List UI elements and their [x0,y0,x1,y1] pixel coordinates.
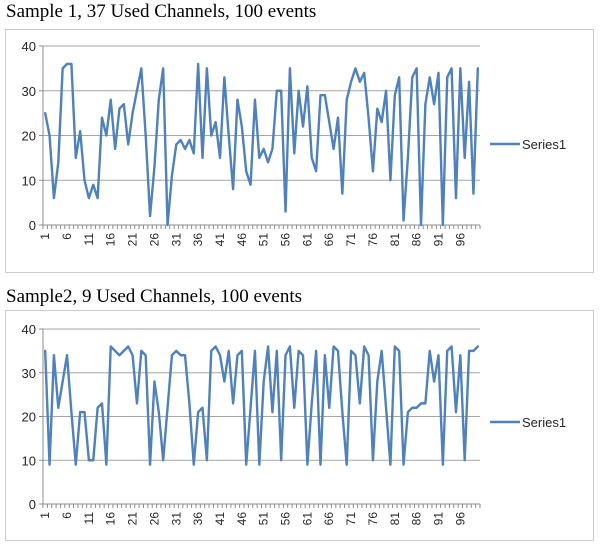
chart1-area[interactable]: 0 10 20 30 40 1 6 11 16 21 26 31 36 41 46 51 56 61 66 71 76 8… [5,29,594,273]
x-axis-label-41: 41 [213,233,227,247]
x-axis-label-26: 26 [147,233,161,247]
series-line-Series1 [43,345,480,466]
x-axis-label-11: 11 [82,512,96,525]
x-axis-label-76: 76 [366,233,380,247]
x-axis-label-71: 71 [344,512,358,526]
x-axis-label-16: 16 [104,233,118,247]
y-axis-label-40: 40 [22,322,36,337]
x-axis-label-51: 51 [257,512,271,526]
legend-label: Series1 [522,137,566,152]
x-axis-label-86: 86 [410,512,424,526]
y-axis-label-0: 0 [29,218,36,233]
x-axis-label-1: 1 [38,233,52,240]
x-axis-label-6: 6 [60,233,74,240]
y-axis-label-20: 20 [22,410,36,425]
x-axis-label-96: 96 [453,512,467,526]
x-axis-label-61: 61 [300,233,314,247]
y-axis-label-30: 30 [22,366,36,381]
x-axis-label-66: 66 [322,512,336,526]
x-axis-label-61: 61 [300,512,314,526]
y-axis-label-10: 10 [22,173,36,188]
x-axis-label-26: 26 [147,512,161,526]
x-axis-label-6: 6 [60,512,74,519]
x-axis-label-11: 11 [82,233,96,246]
x-axis-label-91: 91 [431,512,445,526]
y-axis-label-0: 0 [29,497,36,512]
x-axis-label-56: 56 [279,512,293,526]
x-axis-label-86: 86 [410,233,424,247]
x-axis-label-91: 91 [431,233,445,247]
x-axis-label-76: 76 [366,512,380,526]
chart2-area[interactable]: 0 10 20 30 40 1 6 11 16 21 26 31 36 41 46 51 56 61 66 71 76 8… [5,310,594,541]
x-axis-label-46: 46 [235,233,249,247]
x-axis-label-16: 16 [104,512,118,526]
chart1-title: Sample 1, 37 Used Channels, 100 events [6,1,317,22]
x-axis-label-21: 21 [126,512,140,526]
x-axis-label-56: 56 [279,233,293,247]
y-axis-label-10: 10 [22,453,36,468]
x-axis-label-31: 31 [169,512,183,526]
x-axis-label-1: 1 [38,512,52,519]
legend-label: Series1 [522,415,566,430]
x-axis-label-81: 81 [388,233,402,247]
x-axis-label-81: 81 [388,512,402,526]
x-axis-label-36: 36 [191,233,205,247]
x-axis-label-51: 51 [257,233,271,247]
y-axis-label-30: 30 [22,84,36,99]
x-axis-label-46: 46 [235,512,249,526]
y-axis-label-20: 20 [22,129,36,144]
x-axis-label-21: 21 [126,233,140,247]
x-axis-label-31: 31 [169,233,183,247]
series-line-Series1 [43,62,480,227]
x-axis-label-36: 36 [191,512,205,526]
y-axis-label-40: 40 [22,39,36,54]
x-axis-label-41: 41 [213,512,227,526]
x-axis-label-66: 66 [322,233,336,247]
x-axis-label-71: 71 [344,233,358,247]
chart2-title: Sample2, 9 Used Channels, 100 events [6,286,303,307]
x-axis-label-96: 96 [453,233,467,247]
